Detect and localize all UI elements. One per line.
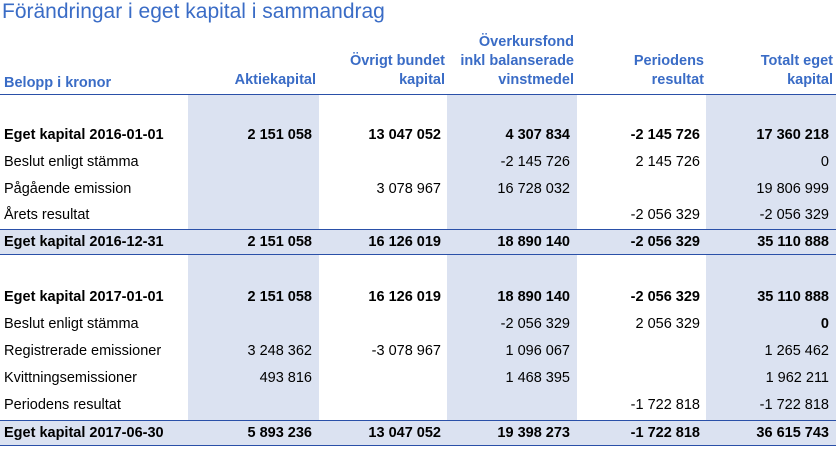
cell-ovrigt-bundet: 16 126 019: [368, 289, 441, 305]
cell-overkursfond: 4 307 834: [505, 127, 570, 143]
row-label: Eget kapital 2017-01-01: [4, 289, 164, 305]
row-label: Kvittningsemissioner: [4, 370, 137, 386]
cell-totalt: -2 056 329: [759, 207, 829, 223]
cell-periodens-resultat: 2 056 329: [635, 316, 700, 332]
cell-totalt: 1 962 211: [765, 370, 829, 386]
column-shade-totalt: [706, 95, 836, 446]
header-periodens-resultat-line1: Periodens: [633, 53, 704, 69]
table-row: Kvittningsemissioner 493 816 1 468 395 1…: [0, 365, 836, 392]
cell-aktiekapital: 3 248 362: [247, 343, 312, 359]
cell-overkursfond: -2 056 329: [500, 316, 570, 332]
header-periodens-resultat-line2: resultat: [651, 72, 704, 88]
cell-overkursfond: 18 890 140: [497, 234, 570, 250]
row-label: Periodens resultat: [4, 397, 121, 413]
header-overkursfond: Överkursfond inkl balanserade vinstmedel: [460, 33, 574, 90]
header-totalt-line1: Totalt eget: [760, 53, 833, 69]
row-label: Årets resultat: [4, 207, 90, 223]
cell-totalt: 0: [820, 154, 829, 170]
cell-periodens-resultat: -2 145 726: [630, 127, 700, 143]
cell-totalt: 0: [820, 316, 829, 332]
table-row-total: Eget kapital 2017-06-30 5 893 236 13 047…: [0, 420, 836, 446]
cell-periodens-resultat: -1 722 818: [630, 397, 700, 413]
column-shade-overkursfond: [447, 95, 577, 446]
header-totalt-eget-kapital: Totalt eget kapital: [761, 52, 833, 90]
cell-aktiekapital: 2 151 058: [247, 234, 312, 250]
row-label: Eget kapital 2016-01-01: [4, 127, 164, 143]
cell-periodens-resultat: -2 056 329: [630, 234, 700, 250]
cell-overkursfond: 1 096 067: [505, 343, 570, 359]
table-row: Registrerade emissioner 3 248 362 -3 078…: [0, 338, 836, 365]
cell-overkursfond: 16 728 032: [497, 181, 570, 197]
cell-overkursfond: 18 890 140: [497, 289, 570, 305]
cell-ovrigt-bundet: 13 047 052: [368, 127, 441, 143]
header-label: Belopp i kronor: [4, 75, 112, 91]
table-row-total: Eget kapital 2016-12-31 2 151 058 16 126…: [0, 229, 836, 255]
header-totalt-line2: kapital: [787, 72, 833, 88]
table-row: Eget kapital 2016-01-01 2 151 058 13 047…: [0, 122, 836, 149]
cell-ovrigt-bundet: 13 047 052: [368, 425, 441, 441]
cell-totalt: 1 265 462: [764, 343, 829, 359]
row-label: Beslut enligt stämma: [4, 316, 139, 332]
cell-totalt: -1 722 818: [759, 397, 829, 413]
table-row: Periodens resultat -1 722 818 -1 722 818: [0, 392, 836, 419]
row-label: Eget kapital 2017-06-30: [4, 425, 164, 441]
header-aktiekapital-line1: Aktiekapital: [234, 72, 316, 88]
column-shade-aktiekapital: [188, 95, 319, 446]
table-row: Beslut enligt stämma -2 145 726 2 145 72…: [0, 149, 836, 176]
header-overkursfond-line1: Överkursfond: [478, 34, 574, 50]
table-row: Årets resultat -2 056 329 -2 056 329: [0, 202, 836, 229]
cell-totalt: 35 110 888: [757, 234, 829, 250]
row-label: Beslut enligt stämma: [4, 154, 139, 170]
cell-ovrigt-bundet: -3 078 967: [371, 343, 441, 359]
cell-ovrigt-bundet: 16 126 019: [368, 234, 441, 250]
table-row: Beslut enligt stämma -2 056 329 2 056 32…: [0, 311, 836, 338]
cell-overkursfond: -2 145 726: [500, 154, 570, 170]
cell-totalt: 35 110 888: [757, 289, 829, 305]
cell-totalt: 36 615 743: [756, 425, 829, 441]
row-label: Eget kapital 2016-12-31: [4, 234, 164, 250]
cell-aktiekapital: 5 893 236: [247, 425, 312, 441]
header-ovrigt-bundet-line2: kapital: [399, 72, 445, 88]
cell-totalt: 17 360 218: [756, 127, 829, 143]
row-label: Registrerade emissioner: [4, 343, 162, 359]
cell-ovrigt-bundet: 3 078 967: [376, 181, 441, 197]
cell-periodens-resultat: -1 722 818: [630, 425, 700, 441]
cell-overkursfond: 19 398 273: [497, 425, 570, 441]
header-ovrigt-bundet: Övrigt bundet kapital: [350, 52, 445, 90]
cell-periodens-resultat: 2 145 726: [635, 154, 700, 170]
row-label: Pågående emission: [4, 181, 132, 197]
header-rule: [0, 94, 836, 95]
header-overkursfond-line2: inkl balanserade: [460, 53, 574, 69]
page-title: Förändringar i eget kapital i sammandrag: [2, 0, 385, 23]
cell-aktiekapital: 493 816: [259, 370, 312, 386]
header-overkursfond-line3: vinstmedel: [498, 72, 574, 88]
cell-totalt: 19 806 999: [756, 181, 829, 197]
header-periodens-resultat: Periodens resultat: [634, 52, 704, 90]
cell-aktiekapital: 2 151 058: [247, 289, 312, 305]
cell-overkursfond: 1 468 395: [505, 370, 570, 386]
cell-aktiekapital: 2 151 058: [247, 127, 312, 143]
cell-periodens-resultat: -2 056 329: [630, 289, 700, 305]
table-row: Pågående emission 3 078 967 16 728 032 1…: [0, 176, 836, 203]
header-ovrigt-bundet-line1: Övrigt bundet: [349, 53, 445, 69]
header-aktiekapital: Aktiekapital: [235, 71, 316, 90]
table-row: Eget kapital 2017-01-01 2 151 058 16 126…: [0, 284, 836, 311]
cell-periodens-resultat: -2 056 329: [630, 207, 700, 223]
